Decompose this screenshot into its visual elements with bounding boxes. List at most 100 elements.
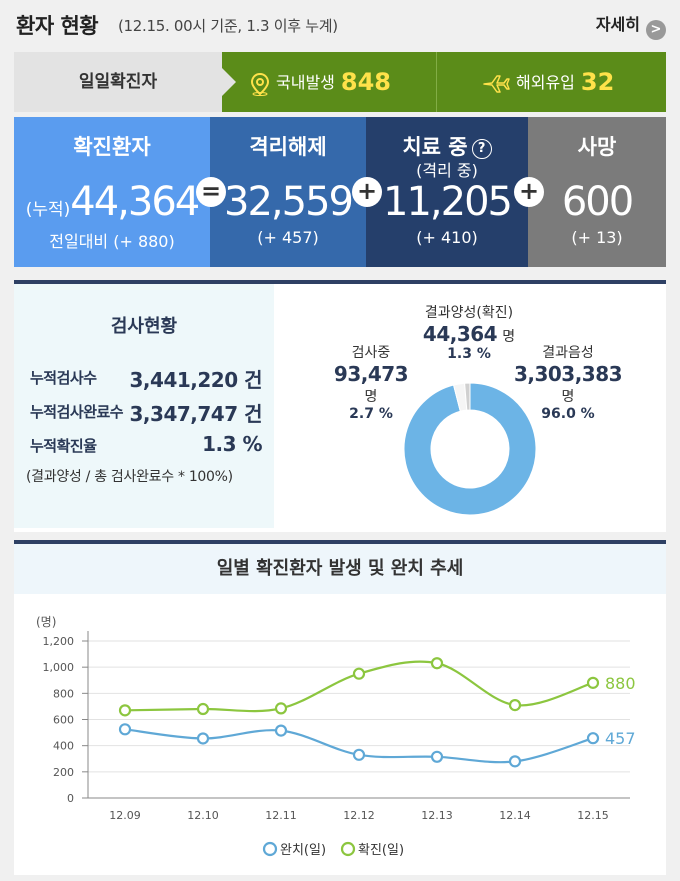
case-stats: 확진환자 (누적)44,364 전일대비 (+ 880) 격리해제 32,559… [14,117,666,267]
x-tick-label: 12.11 [265,809,297,822]
stat-confirmed-prefix: (누적) [25,200,71,220]
stat-deaths: 사망 600 (+ 13) [528,117,666,267]
y-tick-label: 800 [53,687,74,700]
tests-row: 누적검사수 3,441,220 건 [30,364,263,392]
plus-sign: + [514,177,544,207]
chart-title: 일별 확진환자 발생 및 완치 추세 [14,544,666,594]
tests-row-value: 3,441,220 건 [129,368,263,392]
tests-row: 누적검사완료수 3,347,747 건 [30,398,263,426]
donut-label-positive: 결과양성(확진) 44,364 명 1.3 % [414,302,524,362]
data-point [118,723,132,736]
tests-row-label: 누적검사완료수 [30,403,124,421]
tests-row-label: 누적검사수 [30,369,97,387]
stat-deaths-diff: (+ 13) [571,228,623,247]
page-subtitle: (12.15. 00시 기준, 1.3 이후 누계) [118,17,338,35]
x-tick-label: 12.10 [187,809,219,822]
stat-confirmed-title: 확진환자 [73,135,151,159]
end-value-label: 457 [605,729,636,748]
y-tick-label: 400 [53,740,74,753]
overseas-label: 해외유입 [516,73,575,92]
stat-confirmed: 확진환자 (누적)44,364 전일대비 (+ 880) [14,117,210,267]
trend-chart-panel: 일별 확진환자 발생 및 완치 추세 (명) 0 200 400 600 800 1,000… [14,540,666,875]
stat-deaths-title: 사망 [577,135,617,159]
chevron-right-icon: > [646,20,666,40]
donut-positive-pct: 1.3 % [447,346,491,362]
data-point [508,755,522,768]
donut-testing-title: 검사중 [351,345,391,361]
stat-released-value: 32,559 [224,179,354,225]
data-point [274,702,288,715]
legend-marker [262,841,278,857]
x-tick-label: 12.15 [577,809,609,822]
donut-negative-title: 결과음성 [542,345,594,361]
overseas-cases: 해외유입 32 [482,52,614,112]
divider [436,52,437,112]
stat-released-diff: (+ 457) [257,228,319,247]
stat-treating-sub: (격리 중) [416,161,478,180]
plus-sign: + [352,177,382,207]
end-value-label: 880 [605,674,636,693]
stat-treating-title-row: 치료 중? [366,131,528,161]
y-tick-label: 1,000 [43,661,75,674]
x-tick-label: 12.14 [499,809,531,822]
domestic-cases: 국내발생 848 [250,52,391,112]
tests-summary: 검사현황 누적검사수 3,441,220 건 누적검사완료수 3,347,747… [14,284,274,528]
domestic-value: 848 [340,68,391,96]
donut-slice-positive [464,382,471,411]
donut-positive-unit: 명 [502,329,516,345]
data-point [352,748,366,761]
y-tick-label: 600 [53,714,74,727]
tests-donut-chart [403,382,537,516]
x-tick-label: 12.09 [109,809,141,822]
stat-confirmed-value: (누적)44,364 [14,179,210,225]
detail-link[interactable]: 자세히 > [596,11,666,40]
stat-treating: 치료 중? (격리 중) 11,205 (+ 410) [366,117,528,267]
donut-positive-value: 44,364 [422,322,498,346]
data-point [352,667,366,680]
overseas-value: 32 [580,68,615,96]
donut-label-testing: 검사중 93,473 명 2.7 % [326,342,416,422]
y-tick-label: 1,200 [43,635,75,648]
daily-confirmed-bar: 일일확진자 국내발생 848 해외유입 32 [14,52,666,112]
donut-negative-unit: 명 [561,389,575,405]
page-title: 환자 현황 [16,14,99,38]
stat-confirmed-number: 44,364 [70,179,200,225]
donut-slice-negative [403,382,537,516]
location-pin-icon [250,72,270,96]
y-tick-label: 0 [67,792,74,805]
data-point [196,732,210,745]
tests-note: (결과양성 / 총 검사완료수 * 100%) [26,469,233,485]
detail-label: 자세히 [595,15,640,34]
stat-treating-title: 치료 중 [402,135,468,159]
y-axis-label: (명) [36,615,56,629]
page-header: 환자 현황 (12.15. 00시 기준, 1.3 이후 누계) 자세히 > [16,8,666,40]
stat-treating-value: 11,205 [383,179,513,225]
data-point [118,704,132,717]
legend-label: 확진(일) [358,843,404,858]
data-point [430,750,444,763]
legend-label: 완치(일) [280,843,326,858]
tests-panel: 검사현황 누적검사수 3,441,220 건 누적검사완료수 3,347,747… [14,280,666,532]
donut-positive-title: 결과양성(확진) [424,305,514,321]
x-tick-label: 12.13 [421,809,453,822]
tests-donut-area: 결과양성(확진) 44,364 명 1.3 % 검사중 93,473 명 2.7… [274,284,666,528]
data-point [430,657,444,670]
donut-testing-pct: 2.7 % [349,406,393,422]
donut-negative-value: 3,303,383 [513,362,623,386]
data-point [586,676,600,689]
question-icon[interactable]: ? [471,139,492,159]
stat-released-title: 격리해제 [249,135,327,159]
donut-testing-unit: 명 [364,389,378,405]
domestic-label: 국내발생 [276,73,335,92]
donut-negative-pct: 96.0 % [541,406,595,422]
trend-line-chart: (명) 0 200 400 600 800 1,000 1,200 12.09 12.10 12.1… [36,615,636,858]
tests-row: 누적확진율 1.3 % [30,432,262,456]
donut-testing-value: 93,473 [333,362,409,386]
airplane-icon [483,74,510,93]
legend-marker [340,841,356,857]
donut-label-negative: 결과음성 3,303,383 명 96.0 % [512,342,624,422]
stat-treating-diff: (+ 410) [416,228,478,247]
data-point [196,702,210,716]
equals-sign: = [196,177,226,207]
tests-row-value: 1.3 % [202,432,262,456]
